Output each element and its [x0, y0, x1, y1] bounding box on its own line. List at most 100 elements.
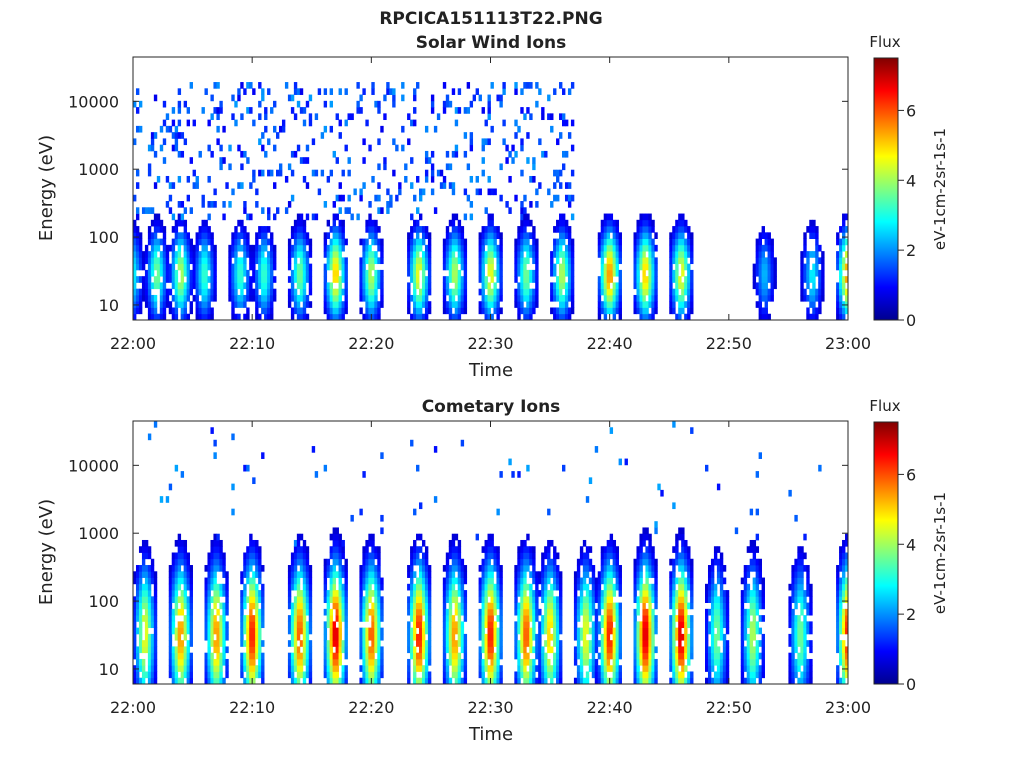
heatmap-cell [553, 263, 557, 271]
heatmap-cell [287, 301, 292, 308]
heatmap-cell [424, 671, 429, 679]
heatmap-cell [484, 608, 488, 616]
heatmap-cell [338, 294, 342, 302]
heatmap-cell [636, 633, 640, 641]
heatmap-cell [419, 590, 423, 597]
heatmap-cell [490, 263, 494, 271]
heatmap-cell [231, 508, 235, 516]
heatmap-cell [618, 665, 622, 672]
heatmap-cell [517, 294, 521, 302]
heatmap-cell [326, 565, 331, 572]
heatmap-cell [710, 615, 715, 622]
heatmap-cell [243, 558, 247, 566]
heatmap-cell [678, 307, 682, 315]
heatmap-cell [416, 251, 420, 258]
heatmap-cell [228, 269, 232, 277]
heatmap-cell [651, 558, 655, 566]
heatmap-cell [287, 627, 292, 635]
heatmap-cell [562, 213, 566, 221]
heatmap-cell [302, 175, 307, 183]
heatmap-cell [261, 257, 265, 265]
heatmap-cell [442, 276, 447, 283]
heatmap-cell [710, 652, 715, 660]
heatmap-cell [654, 646, 658, 654]
heatmap-cell [499, 596, 503, 603]
heatmap-cell [562, 226, 566, 233]
heatmap-cell [329, 615, 334, 622]
heatmap-cell [213, 646, 217, 654]
heatmap-cell [261, 94, 265, 102]
heatmap-cell [338, 552, 342, 560]
heatmap-cell [323, 232, 328, 239]
heatmap-cell [249, 596, 253, 603]
heatmap-cell [684, 282, 688, 290]
heatmap-cell [335, 307, 339, 315]
heatmap-cell [669, 596, 673, 603]
heatmap-cell [180, 596, 185, 603]
heatmap-cell [338, 546, 342, 553]
heatmap-cell [302, 640, 307, 647]
heatmap-cell [836, 307, 840, 315]
heatmap-cell [481, 671, 485, 679]
heatmap-cell [541, 571, 545, 578]
heatmap-cell [615, 307, 620, 315]
heatmap-cell [675, 313, 679, 321]
heatmap-cell [469, 175, 474, 183]
heatmap-cell [416, 577, 420, 585]
heatmap-cell [258, 169, 262, 177]
heatmap-cell [287, 201, 292, 208]
colorbar-title: Flux [869, 33, 900, 51]
heatmap-cell [487, 621, 491, 629]
heatmap-cell [654, 615, 658, 622]
heatmap-cell [210, 552, 214, 560]
heatmap-cell [424, 590, 429, 597]
heatmap-cell [258, 294, 262, 302]
heatmap-cell [359, 565, 363, 572]
heatmap-cell [135, 169, 140, 177]
heatmap-cell [290, 150, 295, 158]
heatmap-cell [752, 263, 757, 271]
heatmap-cell [490, 590, 494, 597]
heatmap-cell [302, 301, 307, 308]
heatmap-cell [207, 596, 211, 603]
heatmap-cell [421, 633, 426, 641]
heatmap-cell [675, 269, 679, 277]
heatmap-cell [520, 282, 524, 290]
heatmap-cell [532, 163, 536, 171]
heatmap-cell [636, 301, 640, 308]
heatmap-cell [314, 471, 319, 478]
heatmap-cell [687, 583, 691, 591]
heatmap-cell [192, 257, 196, 265]
heatmap-cell [654, 263, 658, 271]
heatmap-cell [523, 646, 527, 654]
heatmap-cell [618, 282, 622, 290]
heatmap-cell [144, 621, 149, 629]
heatmap-cell [278, 169, 283, 177]
heatmap-cell [496, 508, 500, 516]
heatmap-cell [249, 608, 253, 616]
heatmap-cell [570, 269, 575, 277]
heatmap-cell [609, 294, 614, 302]
heatmap-cell [267, 169, 271, 177]
heatmap-cell [442, 646, 447, 654]
heatmap-cell [499, 671, 503, 679]
heatmap-cell [651, 552, 655, 560]
heatmap-cell [547, 646, 551, 654]
heatmap-cell [842, 257, 846, 265]
heatmap-cell [299, 226, 304, 233]
heatmap-cell [496, 294, 500, 302]
heatmap-cell [296, 621, 301, 629]
heatmap-cell [672, 269, 676, 277]
heatmap-cell [287, 665, 292, 672]
heatmap-cell [287, 615, 292, 622]
heatmap-cell [484, 276, 488, 283]
heatmap-cell [633, 257, 637, 265]
heatmap-cell [410, 276, 414, 283]
heatmap-cell [383, 163, 387, 171]
heatmap-cell [255, 546, 259, 553]
heatmap-cell [553, 596, 557, 603]
heatmap-cell [597, 282, 602, 290]
heatmap-cell [690, 238, 694, 246]
heatmap-cell [520, 583, 524, 591]
heatmap-cell [675, 251, 679, 258]
